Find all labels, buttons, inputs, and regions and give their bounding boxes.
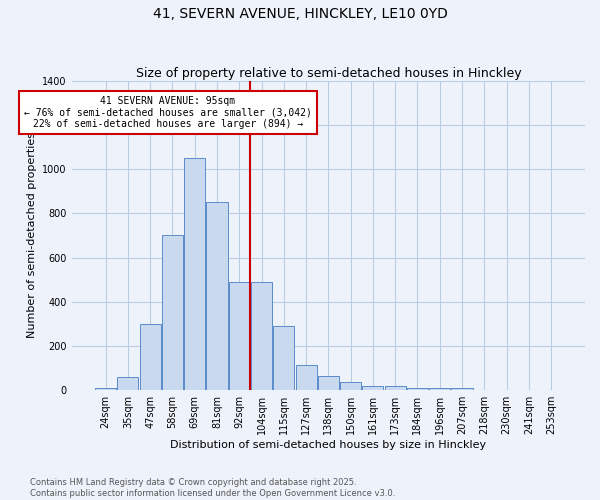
Bar [407, 388, 428, 390]
Bar [95, 388, 116, 390]
Bar [229, 282, 250, 390]
Bar [251, 282, 272, 390]
Bar [184, 158, 205, 390]
Text: 41 SEVERN AVENUE: 95sqm
← 76% of semi-detached houses are smaller (3,042)
22% of: 41 SEVERN AVENUE: 95sqm ← 76% of semi-de… [24, 96, 312, 130]
Bar [140, 324, 161, 390]
Bar [429, 388, 451, 390]
X-axis label: Distribution of semi-detached houses by size in Hinckley: Distribution of semi-detached houses by … [170, 440, 487, 450]
Text: 41, SEVERN AVENUE, HINCKLEY, LE10 0YD: 41, SEVERN AVENUE, HINCKLEY, LE10 0YD [152, 8, 448, 22]
Text: Contains HM Land Registry data © Crown copyright and database right 2025.
Contai: Contains HM Land Registry data © Crown c… [30, 478, 395, 498]
Bar [296, 365, 317, 390]
Bar [362, 386, 383, 390]
Bar [340, 382, 361, 390]
Bar [273, 326, 295, 390]
Bar [206, 202, 227, 390]
Bar [451, 388, 473, 390]
Bar [162, 236, 183, 390]
Bar [118, 377, 139, 390]
Bar [385, 386, 406, 390]
Title: Size of property relative to semi-detached houses in Hinckley: Size of property relative to semi-detach… [136, 66, 521, 80]
Bar [318, 376, 339, 390]
Y-axis label: Number of semi-detached properties: Number of semi-detached properties [26, 132, 37, 338]
